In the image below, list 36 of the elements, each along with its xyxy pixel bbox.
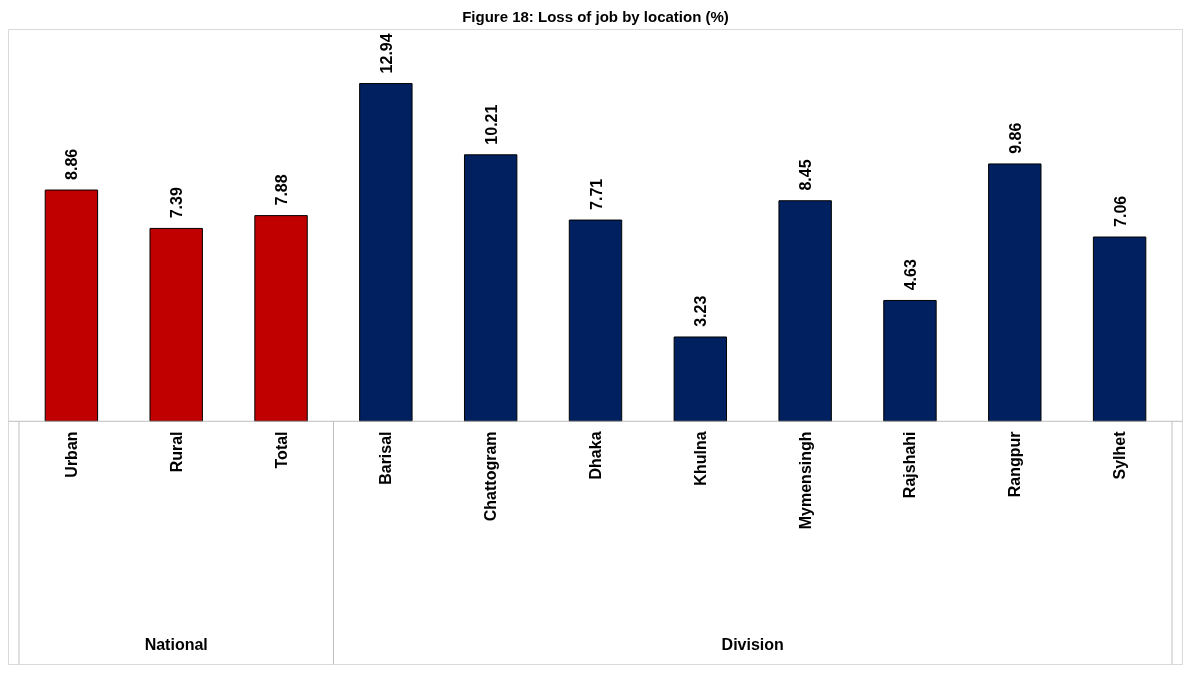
x-tick-label: Barisal bbox=[377, 431, 395, 485]
data-label: 8.86 bbox=[63, 148, 81, 180]
bar bbox=[254, 215, 308, 422]
x-tick-label: Chattogram bbox=[482, 431, 500, 522]
data-label: 9.86 bbox=[1006, 122, 1024, 154]
bar bbox=[673, 336, 728, 422]
text: Division bbox=[721, 635, 784, 653]
x-tick-label: Total bbox=[272, 431, 290, 469]
x-tick-label: Khulna bbox=[691, 431, 709, 486]
bar bbox=[359, 83, 413, 422]
bar bbox=[44, 189, 99, 422]
x-tick-label: Mymensingh bbox=[796, 431, 814, 530]
bar bbox=[883, 299, 937, 422]
bar bbox=[568, 219, 623, 422]
data-label: 8.45 bbox=[797, 159, 815, 191]
x-tick-label: Rangpur bbox=[1006, 431, 1024, 498]
bar bbox=[149, 227, 203, 422]
data-label: 7.71 bbox=[587, 178, 605, 210]
data-label: 7.88 bbox=[273, 174, 291, 206]
data-label: 7.06 bbox=[1111, 195, 1129, 227]
data-label: 12.94 bbox=[377, 33, 395, 74]
data-label: 4.63 bbox=[901, 259, 919, 291]
x-tick-label: Urban bbox=[62, 431, 80, 478]
x-tick-label: Rajshahi bbox=[901, 431, 919, 499]
bar bbox=[988, 163, 1042, 422]
x-tick-label: Sylhet bbox=[1111, 430, 1129, 480]
bar bbox=[1092, 236, 1147, 422]
data-label: 3.23 bbox=[692, 295, 710, 327]
text: National bbox=[144, 635, 208, 653]
bar bbox=[463, 154, 518, 422]
data-label: 10.21 bbox=[482, 104, 500, 145]
bar bbox=[778, 200, 832, 422]
chart-title: Figure 18: Loss of job by location (%) bbox=[462, 7, 729, 25]
x-tick-label: Rural bbox=[167, 431, 185, 473]
x-tick-label: Dhaka bbox=[587, 431, 604, 480]
data-label: 7.39 bbox=[168, 187, 186, 219]
